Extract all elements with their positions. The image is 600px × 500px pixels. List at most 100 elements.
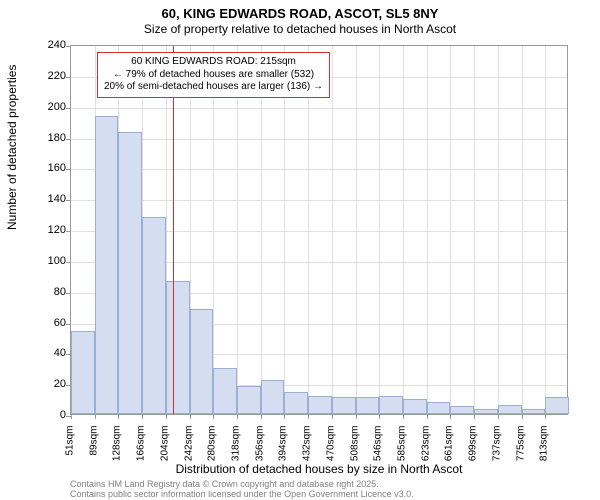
grid-line-h	[71, 169, 567, 170]
xtick-mark	[332, 414, 333, 419]
grid-line-v	[379, 46, 380, 414]
xtick-mark	[95, 414, 96, 419]
xtick-label: 661sqm	[444, 426, 455, 470]
xtick-label: 813sqm	[539, 426, 550, 470]
ytick-mark	[66, 200, 71, 201]
grid-line-v	[450, 46, 451, 414]
histogram-bar	[545, 397, 569, 414]
plot-area: 60 KING EDWARDS ROAD: 215sqm ← 79% of de…	[70, 45, 568, 415]
grid-line-h	[71, 139, 567, 140]
ytick-mark	[66, 77, 71, 78]
ytick-mark	[66, 46, 71, 47]
ytick-label: 140	[26, 193, 66, 205]
xtick-label: 166sqm	[136, 426, 147, 470]
ytick-label: 220	[26, 70, 66, 82]
histogram-bar	[237, 386, 261, 414]
xtick-label: 394sqm	[278, 426, 289, 470]
grid-line-v	[308, 46, 309, 414]
annotation-line1: 60 KING EDWARDS ROAD: 215sqm	[104, 56, 323, 69]
xtick-mark	[522, 414, 523, 419]
histogram-bar	[261, 380, 285, 414]
histogram-bar	[379, 396, 403, 415]
histogram-bar	[190, 309, 214, 414]
ytick-mark	[66, 262, 71, 263]
xtick-mark	[427, 414, 428, 419]
xtick-label: 432sqm	[302, 426, 313, 470]
xtick-mark	[356, 414, 357, 419]
ytick-label: 80	[26, 286, 66, 298]
xtick-label: 585sqm	[397, 426, 408, 470]
histogram-bar	[403, 399, 427, 414]
xtick-label: 318sqm	[231, 426, 242, 470]
histogram-bar	[474, 409, 498, 414]
grid-line-v	[427, 46, 428, 414]
grid-line-v	[213, 46, 214, 414]
grid-line-v	[332, 46, 333, 414]
xtick-label: 623sqm	[420, 426, 431, 470]
xtick-label: 51sqm	[65, 426, 76, 470]
xtick-label: 204sqm	[159, 426, 170, 470]
xtick-label: 128sqm	[112, 426, 123, 470]
grid-line-h	[71, 200, 567, 201]
grid-line-v	[498, 46, 499, 414]
grid-line-v	[522, 46, 523, 414]
grid-line-v	[261, 46, 262, 414]
histogram-bar	[356, 397, 380, 414]
xtick-label: 699sqm	[468, 426, 479, 470]
xtick-mark	[284, 414, 285, 419]
xtick-label: 775sqm	[515, 426, 526, 470]
annotation-box: 60 KING EDWARDS ROAD: 215sqm ← 79% of de…	[97, 52, 330, 98]
grid-line-v	[356, 46, 357, 414]
annotation-line3: 20% of semi-detached houses are larger (…	[104, 81, 323, 94]
xtick-mark	[450, 414, 451, 419]
histogram-bar	[498, 405, 522, 414]
xtick-label: 508sqm	[349, 426, 360, 470]
ytick-label: 40	[26, 347, 66, 359]
ytick-label: 0	[26, 409, 66, 421]
ytick-mark	[66, 293, 71, 294]
chart-title-sub: Size of property relative to detached ho…	[0, 22, 600, 36]
ytick-mark	[66, 139, 71, 140]
grid-line-v	[403, 46, 404, 414]
annotation-line2: ← 79% of detached houses are smaller (53…	[104, 69, 323, 82]
ytick-label: 180	[26, 132, 66, 144]
xtick-mark	[403, 414, 404, 419]
ytick-mark	[66, 324, 71, 325]
chart-title-main: 60, KING EDWARDS ROAD, ASCOT, SL5 8NY	[0, 6, 600, 21]
xtick-mark	[118, 414, 119, 419]
histogram-bar	[450, 406, 474, 414]
xtick-mark	[142, 414, 143, 419]
ytick-mark	[66, 169, 71, 170]
ytick-label: 20	[26, 378, 66, 390]
histogram-bar	[95, 116, 119, 414]
ytick-label: 120	[26, 224, 66, 236]
xtick-label: 470sqm	[325, 426, 336, 470]
xtick-mark	[379, 414, 380, 419]
grid-line-v	[284, 46, 285, 414]
xtick-mark	[71, 414, 72, 419]
histogram-bar	[427, 402, 451, 414]
grid-line-v	[474, 46, 475, 414]
y-axis-title: Number of detached properties	[5, 65, 19, 230]
chart-container: 60, KING EDWARDS ROAD, ASCOT, SL5 8NY Si…	[0, 0, 600, 500]
ytick-label: 240	[26, 39, 66, 51]
ytick-label: 100	[26, 255, 66, 267]
xtick-label: 242sqm	[183, 426, 194, 470]
ytick-mark	[66, 231, 71, 232]
xtick-mark	[213, 414, 214, 419]
histogram-bar	[332, 397, 356, 414]
grid-line-h	[71, 108, 567, 109]
marker-line	[173, 46, 174, 414]
xtick-mark	[237, 414, 238, 419]
xtick-label: 356sqm	[254, 426, 265, 470]
xtick-mark	[190, 414, 191, 419]
xtick-label: 280sqm	[207, 426, 218, 470]
xtick-label: 737sqm	[491, 426, 502, 470]
histogram-bar	[522, 409, 546, 414]
histogram-bar	[71, 331, 95, 414]
grid-line-v	[545, 46, 546, 414]
xtick-mark	[308, 414, 309, 419]
histogram-bar	[166, 281, 190, 414]
xtick-label: 89sqm	[88, 426, 99, 470]
xtick-mark	[474, 414, 475, 419]
